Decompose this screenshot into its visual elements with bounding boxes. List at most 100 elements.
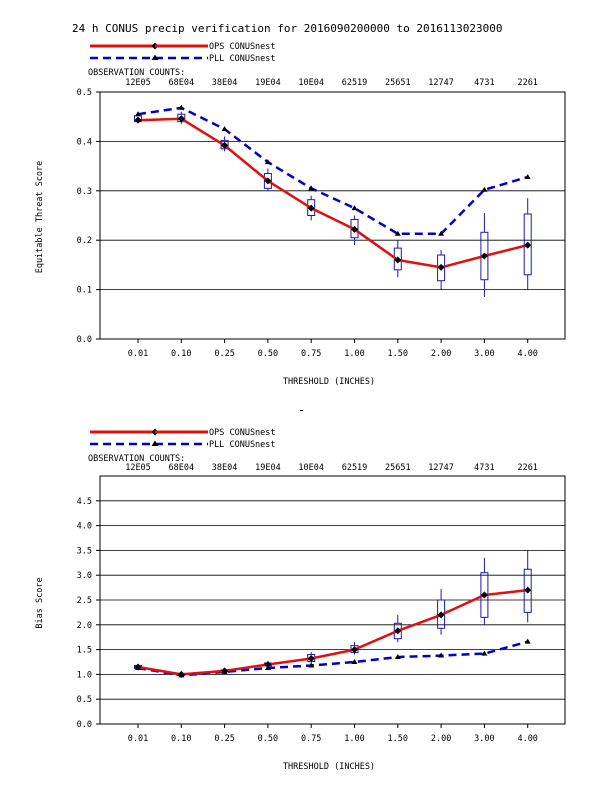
data-point-ops: [177, 670, 185, 678]
y-tick-label: 3.5: [77, 546, 92, 556]
data-point-pll: [481, 186, 488, 192]
x-tick-label: 3.00: [474, 734, 494, 744]
data-point-ops: [307, 655, 315, 663]
data-point-ops: [394, 256, 402, 264]
data-point-ops: [264, 660, 272, 668]
data-point-pll: [264, 159, 271, 165]
x-tick-label: 1.00: [344, 734, 364, 744]
separator-mark: -: [298, 403, 305, 417]
obs-count: 68E04: [169, 78, 195, 88]
data-point-ops: [134, 663, 142, 671]
legend-label-pll-2: PLL CONUSnest: [209, 440, 276, 450]
data-point-pll: [308, 662, 315, 668]
obs-count: 10E04: [298, 78, 324, 88]
x-tick-label: 0.25: [214, 734, 234, 744]
y-tick-label: 1.0: [77, 670, 92, 680]
obs-count: 62519: [342, 463, 368, 473]
legend-label-ops: OPS CONUSnest: [209, 42, 276, 52]
y-tick-label: 0.2: [77, 236, 92, 246]
bias-y-axis-label: Bias Score: [35, 577, 45, 628]
x-tick-label: 2.00: [431, 734, 451, 744]
legend-label-pll: PLL CONUSnest: [209, 54, 276, 64]
data-point-ops: [351, 225, 358, 233]
obs-count: 38E04: [212, 78, 238, 88]
data-point-ops: [177, 115, 185, 123]
series-line-pll: [137, 106, 529, 236]
y-tick-label: 0.5: [77, 695, 92, 705]
obs-count: 19E04: [255, 78, 281, 88]
x-tick-label: 0.25: [214, 349, 234, 359]
y-tick-label: 0.0: [77, 335, 92, 345]
obs-count: 12E05: [125, 463, 151, 473]
data-point-ops: [221, 667, 229, 675]
data-point-ops: [221, 141, 229, 149]
data-point-ops: [437, 263, 445, 271]
obs-count: 25651: [385, 78, 411, 88]
y-tick-label: 1.5: [77, 646, 92, 656]
obs-count: 62519: [342, 78, 368, 88]
data-point-pll: [394, 230, 401, 236]
x-tick-label: 4.00: [517, 349, 537, 359]
x-tick-label: 0.10: [171, 734, 191, 744]
obs-counts-label: OBSERVATION COUNTS:: [88, 68, 185, 78]
y-tick-label: 4.5: [77, 497, 92, 507]
ets-y-axis-label: Equitable Threat Score: [35, 161, 45, 274]
obs-count: 68E04: [169, 463, 195, 473]
data-point-ops: [480, 252, 488, 260]
y-tick-label: 3.0: [77, 571, 92, 581]
obs-count: 12747: [428, 78, 454, 88]
y-tick-label: 0.1: [77, 286, 92, 296]
obs-count: 19E04: [255, 463, 281, 473]
y-tick-label: 2.0: [77, 621, 92, 631]
obs-count: 2261: [517, 78, 537, 88]
series-line-ops: [137, 117, 529, 269]
bias-plot-area: 0.0 0.5 1.0 1.5 2.0 2.5 3.0 3.5 4.0 4.5 0.01 0.10 0.…: [77, 475, 566, 744]
x-tick-label: 0.50: [258, 734, 278, 744]
plot-frame: [99, 91, 566, 340]
data-point-ops: [351, 646, 358, 654]
x-tick-label: 0.75: [301, 349, 321, 359]
spread-box: [523, 213, 532, 276]
data-point-ops: [307, 204, 315, 212]
x-tick-label: 0.10: [171, 349, 191, 359]
data-point-pll: [438, 652, 445, 658]
data-point-pll: [351, 659, 358, 664]
y-tick-label: 0.3: [77, 187, 92, 197]
y-tick-label: 0.4: [77, 137, 92, 147]
obs-count: 2261: [517, 463, 537, 473]
x-tick-label: 1.50: [388, 734, 408, 744]
data-point-ops: [524, 241, 532, 249]
x-tick-label: 0.01: [128, 349, 148, 359]
x-tick-label: 3.00: [474, 349, 494, 359]
y-tick-label: 0.5: [77, 88, 92, 98]
obs-count: 4731: [474, 78, 494, 88]
data-point-pll: [351, 205, 358, 211]
x-tick-label: 4.00: [517, 734, 537, 744]
series-line-pll: [137, 640, 529, 677]
x-tick-label: 1.00: [344, 349, 364, 359]
y-tick-label: 2.5: [77, 596, 92, 606]
obs-count: 12E05: [125, 78, 151, 88]
y-tick-label: 4.0: [77, 522, 92, 532]
x-tick-label: 0.50: [258, 349, 278, 359]
data-point-pll: [178, 104, 185, 110]
x-tick-label: 0.75: [301, 734, 321, 744]
data-point-ops: [264, 177, 272, 185]
legend-marker-pll-2: [151, 440, 159, 446]
y-tick-label: 0.0: [77, 720, 92, 730]
figure-title: 24 h CONUS precip verification for 20160…: [72, 22, 502, 35]
bias-panel: OPS CONUSnest PLL CONUSnest OBSERVATION …: [35, 428, 566, 772]
spread-box: [307, 199, 316, 217]
obs-count: 25651: [385, 463, 411, 473]
legend-marker-pll: [151, 54, 159, 60]
obs-counts-row-2: 12E05 68E04 38E04 19E04 10E04 62519 25651 12747…: [125, 463, 538, 473]
data-point-pll: [308, 185, 315, 191]
data-point-ops: [480, 591, 488, 599]
x-tick-label: 2.00: [431, 349, 451, 359]
plot-frame: [99, 475, 566, 725]
data-point-pll: [524, 638, 531, 644]
data-point-ops: [134, 116, 142, 124]
ets-panel: OPS CONUSnest PLL CONUSnest OBSERVATION …: [35, 42, 566, 387]
data-point-pll: [221, 126, 228, 132]
legend-label-ops-2: OPS CONUSnest: [209, 428, 276, 438]
